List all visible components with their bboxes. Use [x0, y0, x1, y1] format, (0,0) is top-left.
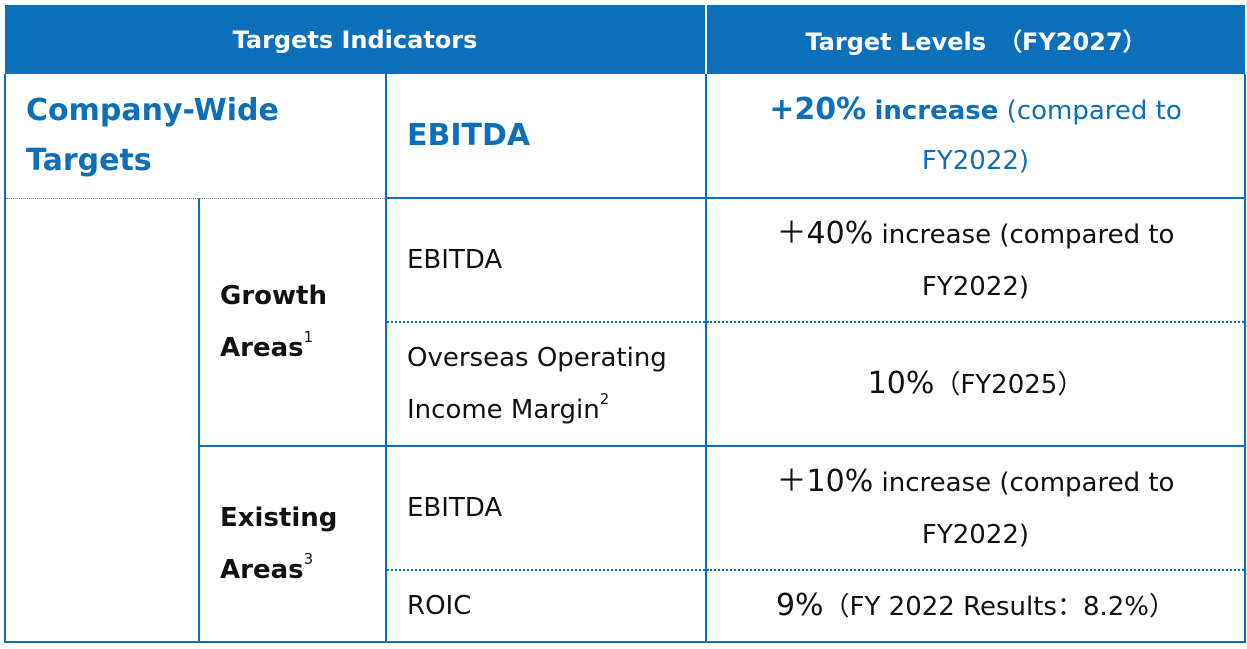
- existing-areas-label-line2: Areas: [220, 555, 304, 585]
- growth-ebitda-value-rest: increase (compared to: [881, 219, 1175, 250]
- growth-overseas-indicator-line1: Overseas Operating: [407, 343, 667, 373]
- existing-roic-row: ROIC 9%（FY 2022 Results：8.2%）: [5, 570, 1246, 643]
- existing-ebitda-value-fy: FY2022): [921, 519, 1030, 550]
- company-wide-label: Company-Wide Targets: [4, 74, 387, 199]
- growth-ebitda-value-number: ＋40%: [776, 215, 874, 251]
- company-wide-label-line2: Targets: [26, 142, 152, 178]
- blank-left-cell: [4, 198, 200, 643]
- company-wide-value-increase: increase: [874, 96, 999, 126]
- header-targets-indicators: Targets Indicators: [5, 5, 707, 74]
- growth-ebitda-row: Growth Areas1 EBITDA ＋40% increase (comp…: [4, 198, 1246, 643]
- existing-ebitda-value-rest: increase (compared to: [881, 467, 1175, 498]
- growth-overseas-footnote: 2: [599, 390, 610, 408]
- existing-roic-value: 9%（FY 2022 Results：8.2%）: [706, 570, 1246, 643]
- existing-ebitda-value: ＋10% increase (compared to FY2022): [706, 446, 1246, 571]
- growth-ebitda-indicator: EBITDA: [386, 198, 707, 323]
- existing-roic-value-rest: （FY 2022 Results：8.2%）: [823, 591, 1176, 622]
- growth-ebitda-value: ＋40% increase (compared to FY2022): [706, 198, 1246, 323]
- company-wide-row: Company-Wide Targets EBITDA +20% increas…: [4, 74, 1246, 199]
- company-wide-value-compared: (compared to: [1006, 96, 1182, 126]
- growth-overseas-value-rest: （FY2025）: [934, 369, 1084, 400]
- growth-areas-label-line2: Areas: [220, 332, 304, 363]
- company-wide-value-number: +20%: [769, 92, 867, 127]
- header-target-levels: Target Levels （FY2027）: [706, 5, 1245, 74]
- growth-overseas-indicator-line2: Income Margin: [407, 395, 600, 425]
- company-wide-label-line1: Company-Wide: [26, 92, 279, 128]
- targets-table: Targets Indicators Target Levels （FY2027…: [4, 5, 1246, 643]
- growth-overseas-value: 10%（FY2025）: [706, 322, 1246, 447]
- growth-overseas-value-number: 10%: [867, 365, 935, 401]
- growth-overseas-row: Overseas Operating Income Margin2 10%（FY…: [5, 322, 1246, 447]
- existing-areas-label: Existing Areas3: [199, 446, 387, 643]
- growth-areas-footnote: 1: [303, 327, 314, 346]
- growth-areas-label: Growth Areas1: [199, 198, 387, 447]
- company-wide-indicator: EBITDA: [386, 74, 707, 199]
- company-wide-target-value: +20% increase (compared to FY2022): [706, 74, 1246, 199]
- existing-ebitda-indicator: EBITDA: [386, 446, 707, 571]
- company-wide-value-fy: FY2022): [921, 146, 1030, 176]
- existing-areas-label-line1: Existing: [220, 503, 338, 533]
- table-header-row: Targets Indicators Target Levels （FY2027…: [5, 5, 1245, 74]
- existing-areas-footnote: 3: [303, 550, 314, 568]
- growth-areas-label-line1: Growth: [220, 280, 327, 311]
- existing-roic-indicator: ROIC: [386, 570, 707, 643]
- existing-ebitda-row: Existing Areas3 EBITDA ＋10% increase (co…: [5, 446, 1246, 643]
- existing-roic-value-number: 9%: [775, 587, 824, 623]
- existing-ebitda-value-number: ＋10%: [776, 463, 874, 499]
- growth-overseas-indicator: Overseas Operating Income Margin2: [386, 322, 707, 447]
- growth-ebitda-value-fy: FY2022): [921, 271, 1030, 302]
